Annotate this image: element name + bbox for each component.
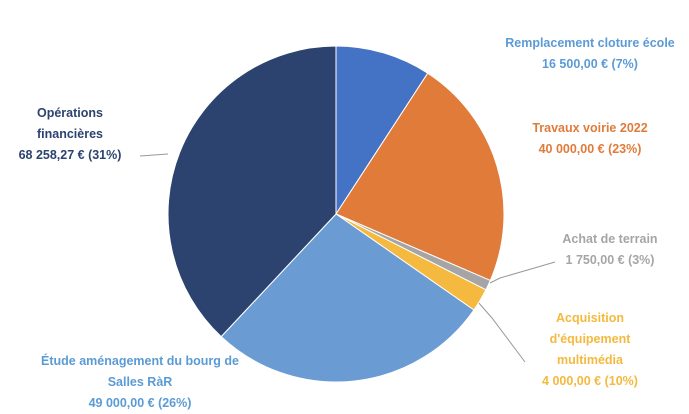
slice-value: 16 500,00 € (7%) (542, 57, 638, 71)
slice-value: 68 258,27 € (31%) (18, 148, 122, 162)
slice-name: Acquisition d'équipement multimédia (549, 311, 631, 367)
slice-label: Travaux voirie 2022 40 000,00 € (23%) (500, 118, 680, 160)
pie-slice (220, 213, 475, 383)
slice-value: 40 000,00 € (23%) (538, 142, 642, 156)
pie-slice (335, 72, 505, 282)
slice-value: 49 000,00 € (26%) (88, 396, 192, 410)
slice-label: Remplacement cloture école 16 500,00 € (7… (490, 33, 689, 75)
slice-label: Opérations financières 68 258,27 € (31%) (0, 103, 140, 166)
leader-lines (139, 153, 556, 363)
slice-value: 1 750,00 € (3%) (565, 253, 655, 267)
leader-line (477, 301, 526, 363)
slice-label: Acquisition d'équipement multimédia 4 000… (520, 308, 660, 392)
slice-name: Opérations financières (36, 106, 103, 141)
slice-name: Travaux voirie 2022 (532, 121, 648, 135)
slice-label: Achat de terrain 1 750,00 € (3%) (540, 229, 680, 271)
leader-line (139, 153, 169, 157)
slice-name: Étude aménagement du bourg de Salles RàR (41, 354, 239, 389)
slice-label: Étude aménagement du bourg de Salles RàR… (0, 351, 280, 414)
pie-slice (335, 45, 429, 216)
slice-value: 4 000,00 € (10%) (542, 374, 638, 388)
slice-name: Remplacement cloture école (505, 36, 675, 50)
pie-slice (167, 45, 337, 338)
leader-line (489, 261, 556, 284)
slice-name: Achat de terrain (562, 232, 658, 246)
